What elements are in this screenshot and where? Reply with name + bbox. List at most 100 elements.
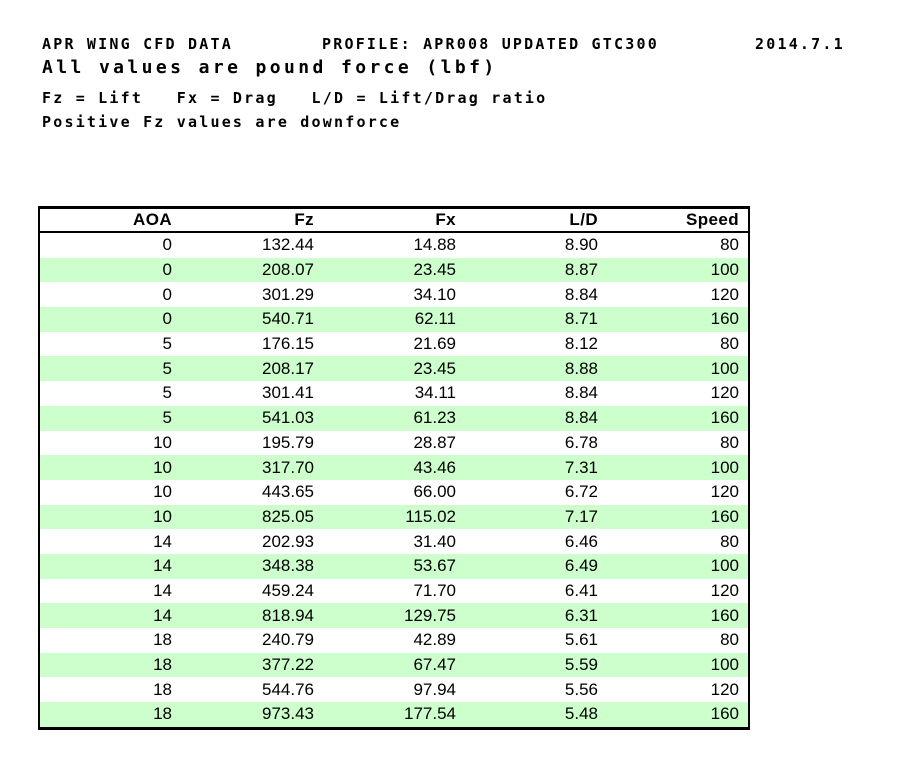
- table-cell: 825.05: [181, 504, 323, 530]
- table-cell: 132.44: [181, 232, 323, 258]
- table-cell: 8.87: [465, 257, 607, 283]
- table-cell: 8.71: [465, 307, 607, 332]
- doc-title: APR WING CFD DATA: [42, 35, 233, 53]
- table-header-row: AOA Fz Fx L/D Speed: [39, 207, 749, 233]
- table-cell: 43.46: [323, 455, 465, 480]
- table-row: 5 176.15 21.69 8.12 80: [39, 331, 749, 357]
- table-cell: 818.94: [181, 603, 323, 628]
- table-cell: 53.67: [323, 553, 465, 579]
- table-cell: 348.38: [181, 553, 323, 579]
- table-cell: 10: [39, 455, 181, 480]
- table-cell: 202.93: [181, 529, 323, 554]
- table-cell: 120: [607, 282, 749, 308]
- table-cell: 14: [39, 578, 181, 604]
- col-header-fx: Fx: [323, 207, 465, 233]
- table-cell: 973.43: [181, 702, 323, 729]
- table-row: 18 544.76 97.94 5.56 120: [39, 677, 749, 703]
- table-cell: 208.07: [181, 257, 323, 283]
- table-cell: 42.89: [323, 628, 465, 653]
- table-cell: 6.41: [465, 578, 607, 604]
- legend-line: Fz = Lift Fx = Drag L/D = Lift/Drag rati…: [42, 89, 548, 107]
- table-cell: 544.76: [181, 677, 323, 703]
- table-cell: 5.59: [465, 652, 607, 678]
- table-cell: 8.84: [465, 381, 607, 406]
- table-cell: 18: [39, 628, 181, 653]
- table-cell: 80: [607, 529, 749, 554]
- table-cell: 23.45: [323, 257, 465, 283]
- table-row: 14 202.93 31.40 6.46 80: [39, 529, 749, 554]
- table-row: 0 208.07 23.45 8.87 100: [39, 257, 749, 283]
- col-header-aoa: AOA: [39, 207, 181, 233]
- table-cell: 120: [607, 381, 749, 406]
- table-cell: 120: [607, 578, 749, 604]
- subtitle: All values are pound force (lbf): [42, 57, 498, 78]
- date-label: 2014.7.1: [755, 35, 845, 53]
- table-cell: 5: [39, 381, 181, 406]
- table-row: 0 540.71 62.11 8.71 160: [39, 307, 749, 332]
- table-cell: 0: [39, 232, 181, 258]
- table-cell: 160: [607, 307, 749, 332]
- table-cell: 160: [607, 405, 749, 431]
- table-cell: 0: [39, 307, 181, 332]
- table-cell: 14.88: [323, 232, 465, 258]
- table-cell: 459.24: [181, 578, 323, 604]
- table-cell: 23.45: [323, 356, 465, 382]
- table-cell: 5.48: [465, 702, 607, 729]
- table-row: 18 377.22 67.47 5.59 100: [39, 652, 749, 678]
- profile-label: PROFILE: APR008 UPDATED GTC300: [322, 35, 659, 53]
- note-line: Positive Fz values are downforce: [42, 113, 402, 131]
- table-cell: 34.11: [323, 381, 465, 406]
- table-row: 14 348.38 53.67 6.49 100: [39, 553, 749, 579]
- table-row: 0 132.44 14.88 8.90 80: [39, 232, 749, 258]
- table-cell: 18: [39, 652, 181, 678]
- table-cell: 67.47: [323, 652, 465, 678]
- table-cell: 18: [39, 702, 181, 729]
- table-cell: 6.49: [465, 553, 607, 579]
- table-cell: 5: [39, 405, 181, 431]
- table-cell: 62.11: [323, 307, 465, 332]
- table-cell: 100: [607, 257, 749, 283]
- table-cell: 240.79: [181, 628, 323, 653]
- table-cell: 177.54: [323, 702, 465, 729]
- table-cell: 80: [607, 331, 749, 357]
- table-row: 14 459.24 71.70 6.41 120: [39, 578, 749, 604]
- table-cell: 7.31: [465, 455, 607, 480]
- table-cell: 120: [607, 677, 749, 703]
- table-cell: 317.70: [181, 455, 323, 480]
- col-header-fz: Fz: [181, 207, 323, 233]
- table-cell: 18: [39, 677, 181, 703]
- table-cell: 8.84: [465, 282, 607, 308]
- table-cell: 5: [39, 356, 181, 382]
- table-cell: 8.88: [465, 356, 607, 382]
- table-cell: 14: [39, 529, 181, 554]
- table-cell: 21.69: [323, 331, 465, 357]
- table-cell: 14: [39, 603, 181, 628]
- table-cell: 160: [607, 603, 749, 628]
- table-row: 18 240.79 42.89 5.61 80: [39, 628, 749, 653]
- table-cell: 129.75: [323, 603, 465, 628]
- table-row: 10 443.65 66.00 6.72 120: [39, 479, 749, 505]
- table-cell: 10: [39, 430, 181, 456]
- table-cell: 115.02: [323, 504, 465, 530]
- table-cell: 195.79: [181, 430, 323, 456]
- table-cell: 31.40: [323, 529, 465, 554]
- table-cell: 34.10: [323, 282, 465, 308]
- table-row: 5 301.41 34.11 8.84 120: [39, 381, 749, 406]
- table-cell: 80: [607, 430, 749, 456]
- table-cell: 301.41: [181, 381, 323, 406]
- table-cell: 10: [39, 479, 181, 505]
- table-cell: 443.65: [181, 479, 323, 505]
- table-cell: 377.22: [181, 652, 323, 678]
- table-cell: 5.56: [465, 677, 607, 703]
- table-row: 10 317.70 43.46 7.31 100: [39, 455, 749, 480]
- table-cell: 100: [607, 652, 749, 678]
- table-cell: 5: [39, 331, 181, 357]
- table-cell: 301.29: [181, 282, 323, 308]
- table-cell: 5.61: [465, 628, 607, 653]
- table-cell: 6.72: [465, 479, 607, 505]
- table-cell: 10: [39, 504, 181, 530]
- table-cell: 28.87: [323, 430, 465, 456]
- table-cell: 100: [607, 553, 749, 579]
- table-cell: 160: [607, 702, 749, 729]
- table-cell: 61.23: [323, 405, 465, 431]
